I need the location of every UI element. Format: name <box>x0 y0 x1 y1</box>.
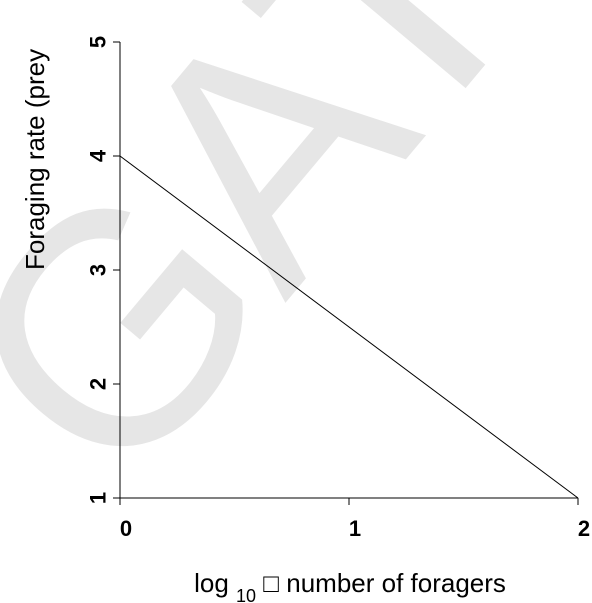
x-tick-label: 2 <box>578 516 590 541</box>
x-axis-label-prefix: log <box>194 568 229 598</box>
y-tick-label: 2 <box>86 378 111 390</box>
series-line <box>119 155 579 499</box>
y-tick-label: 1 <box>86 492 111 504</box>
y-axis-label: Foraging rate (prey <box>20 49 50 270</box>
y-tick-label: 4 <box>86 149 111 162</box>
x-tick-label: 0 <box>120 516 132 541</box>
x-axis-label: log 10 □ number of foragers <box>194 568 506 603</box>
x-axis-label-box: □ <box>263 568 279 598</box>
series <box>119 155 579 499</box>
axes <box>113 41 579 505</box>
y-tick-label: 5 <box>86 36 111 48</box>
x-tick-label: 1 <box>349 516 361 541</box>
y-tick-label: 3 <box>86 264 111 276</box>
x-axis-label-rest: number of foragers <box>286 568 506 598</box>
x-axis-label-subscript: 10 <box>236 586 256 603</box>
